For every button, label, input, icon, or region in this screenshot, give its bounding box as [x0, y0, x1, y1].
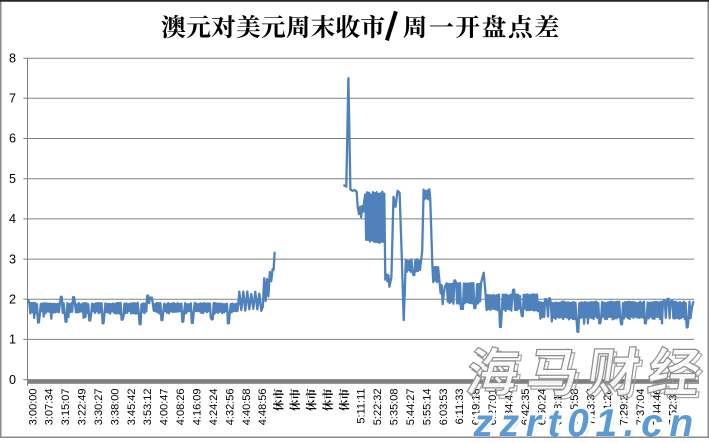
svg-text:3:53:12: 3:53:12 — [142, 389, 154, 426]
svg-text:3:00:00: 3:00:00 — [27, 389, 39, 426]
svg-text:5:22:32: 5:22:32 — [372, 389, 384, 426]
svg-text:3:22:49: 3:22:49 — [77, 389, 89, 426]
svg-text:3:45:42: 3:45:42 — [126, 389, 138, 426]
svg-text:4: 4 — [9, 212, 16, 226]
svg-text:8: 8 — [9, 51, 16, 65]
svg-text:5:55:14: 5:55:14 — [421, 389, 433, 426]
svg-text:zzrt01.cn: zzrt01.cn — [473, 402, 700, 438]
svg-text:3:07:34: 3:07:34 — [44, 389, 56, 426]
svg-text:5:35:08: 5:35:08 — [389, 389, 401, 426]
svg-text:7:05:58: 7:05:58 — [569, 389, 581, 426]
svg-text:5:11:11: 5:11:11 — [356, 389, 368, 424]
svg-text:3:38:00: 3:38:00 — [109, 389, 121, 426]
svg-text:6:03:53: 6:03:53 — [438, 389, 450, 426]
svg-text:4:48:56: 4:48:56 — [257, 389, 269, 426]
svg-text:4:00:47: 4:00:47 — [159, 389, 171, 426]
svg-text:4:24:24: 4:24:24 — [208, 389, 220, 426]
svg-text:6:50:24: 6:50:24 — [536, 389, 548, 426]
svg-text:7:37:04: 7:37:04 — [635, 389, 647, 426]
svg-text:3: 3 — [9, 252, 16, 266]
svg-text:2: 2 — [9, 292, 16, 306]
svg-text:4:40:58: 4:40:58 — [241, 389, 253, 426]
svg-text:4:32:56: 4:32:56 — [224, 389, 236, 426]
svg-text:3:15:07: 3:15:07 — [60, 389, 72, 426]
svg-text:6:27:01: 6:27:01 — [487, 389, 499, 426]
svg-text:6:42:35: 6:42:35 — [520, 389, 532, 426]
svg-text:7:44:46: 7:44:46 — [651, 389, 663, 426]
svg-text:7:21:28: 7:21:28 — [602, 389, 614, 426]
svg-text:0: 0 — [9, 373, 16, 387]
svg-text:6: 6 — [9, 132, 16, 146]
svg-text:4:08:26: 4:08:26 — [175, 389, 187, 426]
svg-text:1: 1 — [9, 333, 16, 347]
svg-text:5: 5 — [9, 172, 16, 186]
svg-text:3:30:27: 3:30:27 — [93, 389, 105, 426]
svg-text:6:11:33: 6:11:33 — [454, 389, 466, 425]
svg-text:4:16:09: 4:16:09 — [192, 389, 204, 426]
svg-text:5:44:27: 5:44:27 — [405, 389, 417, 426]
svg-text:7: 7 — [9, 92, 16, 106]
svg-text:6:58:16: 6:58:16 — [553, 389, 565, 426]
